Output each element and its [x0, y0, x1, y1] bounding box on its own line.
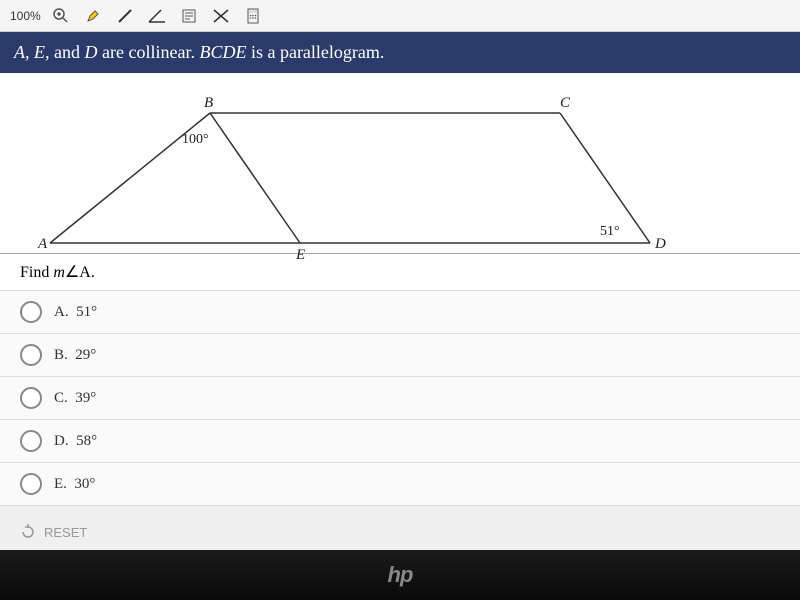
angle-CDE: 51°	[600, 224, 620, 239]
prompt-var: m	[53, 264, 65, 281]
prompt-prefix: Find	[20, 264, 53, 281]
angle-ABE: 100°	[182, 132, 209, 147]
option-D[interactable]: D. 58°	[0, 420, 800, 463]
option-A[interactable]: A. 51°	[0, 291, 800, 334]
highlighter-icon[interactable]	[81, 4, 105, 28]
prompt-angle: ∠A	[65, 264, 91, 281]
option-B[interactable]: B. 29°	[0, 334, 800, 377]
hp-logo: hp	[388, 562, 413, 588]
option-C-label: C. 39°	[54, 390, 96, 407]
prompt-suffix: .	[91, 264, 95, 281]
banner-text-2: and	[50, 42, 85, 62]
banner-text-1: A, E,	[14, 42, 50, 62]
note-icon[interactable]	[177, 4, 201, 28]
option-E[interactable]: E. 30°	[0, 463, 800, 506]
angle-icon[interactable]	[145, 4, 169, 28]
diagram-area: A B C D E 100° 51°	[0, 73, 800, 253]
vertex-E: E	[295, 247, 305, 263]
vertex-D: D	[654, 236, 666, 252]
reset-icon[interactable]	[20, 524, 36, 540]
option-D-label: D. 58°	[54, 433, 97, 450]
radio-A[interactable]	[20, 301, 42, 323]
banner-text-5: BCDE	[199, 42, 246, 62]
question-banner: A, E, and D are collinear. BCDE is a par…	[0, 32, 800, 73]
vertex-A: A	[37, 236, 48, 252]
radio-B[interactable]	[20, 344, 42, 366]
toolbar: 100%	[0, 0, 800, 32]
answer-options: A. 51° B. 29° C. 39° D. 58° E. 30°	[0, 291, 800, 506]
vertex-B: B	[204, 95, 213, 111]
radio-D[interactable]	[20, 430, 42, 452]
option-E-label: E. 30°	[54, 476, 95, 493]
zoom-level: 100%	[10, 9, 41, 23]
strike-icon[interactable]	[209, 4, 233, 28]
footer: RESET	[20, 524, 87, 540]
question-section: Find m∠A. A. 51° B. 29° C. 39° D. 58° E.…	[0, 253, 800, 506]
geometry-diagram: A B C D E 100° 51°	[30, 93, 690, 263]
laptop-bezel: hp	[0, 550, 800, 600]
option-A-label: A. 51°	[54, 304, 97, 321]
banner-text-6: is a parallelogram.	[246, 42, 384, 62]
radio-E[interactable]	[20, 473, 42, 495]
banner-text-4: are collinear.	[98, 42, 200, 62]
option-C[interactable]: C. 39°	[0, 377, 800, 420]
radio-C[interactable]	[20, 387, 42, 409]
vertex-C: C	[560, 95, 571, 111]
zoom-in-icon[interactable]	[49, 4, 73, 28]
calculator-icon[interactable]	[241, 4, 265, 28]
reset-label[interactable]: RESET	[44, 525, 87, 540]
banner-text-3: D	[85, 42, 98, 62]
line-icon[interactable]	[113, 4, 137, 28]
option-B-label: B. 29°	[54, 347, 96, 364]
